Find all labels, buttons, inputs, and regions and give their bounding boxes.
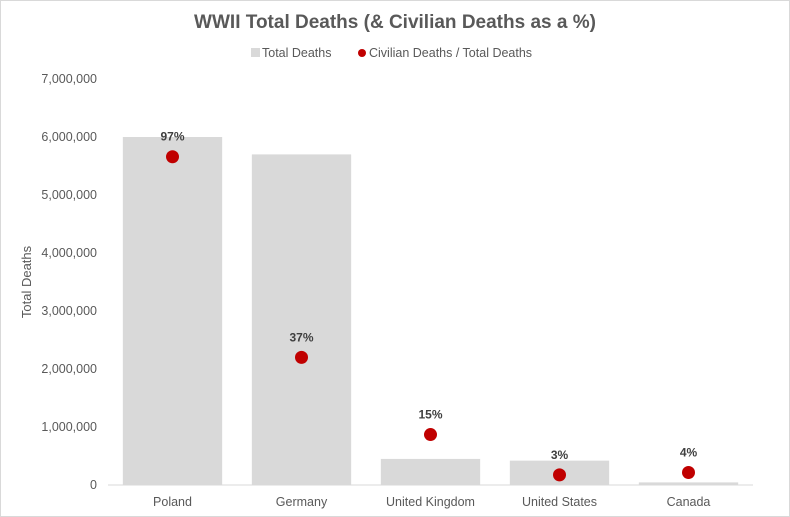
data-label-civilian-ratio: 15% — [418, 408, 442, 422]
data-label-civilian-ratio: 37% — [289, 330, 313, 344]
y-axis-label: Total Deaths — [19, 245, 34, 318]
y-axis-ticks: 0 1,000,000 2,000,000 3,000,000 4,000,000 5,0… — [41, 72, 97, 492]
bar-total-deaths — [380, 458, 481, 485]
data-labels-civilian-ratio: 97% 37% 15% 3% 4% — [160, 130, 697, 462]
point-civilian-ratio — [166, 150, 179, 164]
bar-total-deaths — [638, 482, 739, 485]
bar-total-deaths — [122, 137, 223, 485]
y-tick-label: 5,000,000 — [41, 188, 97, 202]
chart-title: WWII Total Deaths (& Civilian Deaths as … — [194, 12, 596, 33]
legend-swatch-civilian-ratio — [358, 49, 366, 57]
point-civilian-ratio — [295, 350, 308, 364]
legend: Total Deaths Civilian Deaths / Total Dea… — [251, 46, 532, 60]
x-tick-label: Poland — [153, 495, 192, 509]
data-label-civilian-ratio: 3% — [551, 448, 569, 462]
y-tick-label: 7,000,000 — [41, 72, 97, 86]
y-tick-label: 3,000,000 — [41, 304, 97, 318]
bars-total-deaths — [122, 137, 739, 485]
y-tick-label: 6,000,000 — [41, 130, 97, 144]
point-civilian-ratio — [682, 466, 695, 480]
y-tick-label: 4,000,000 — [41, 246, 97, 260]
legend-swatch-total-deaths — [251, 48, 260, 57]
data-label-civilian-ratio: 4% — [680, 446, 698, 460]
data-label-civilian-ratio: 97% — [160, 130, 184, 144]
x-tick-label: Canada — [667, 495, 711, 509]
point-civilian-ratio — [424, 428, 437, 442]
x-axis-ticks: Poland Germany United Kingdom United States… — [153, 495, 710, 509]
legend-label-total-deaths: Total Deaths — [262, 46, 331, 60]
x-tick-label: United States — [522, 495, 597, 509]
x-tick-label: Germany — [276, 495, 328, 509]
y-tick-label: 1,000,000 — [41, 420, 97, 434]
x-tick-label: United Kingdom — [386, 495, 475, 509]
bar-total-deaths — [251, 154, 352, 485]
legend-label-civilian-ratio: Civilian Deaths / Total Deaths — [369, 46, 532, 60]
points-civilian-ratio — [166, 150, 695, 482]
y-tick-label: 2,000,000 — [41, 362, 97, 376]
y-tick-label: 0 — [90, 478, 97, 492]
point-civilian-ratio — [553, 468, 566, 482]
